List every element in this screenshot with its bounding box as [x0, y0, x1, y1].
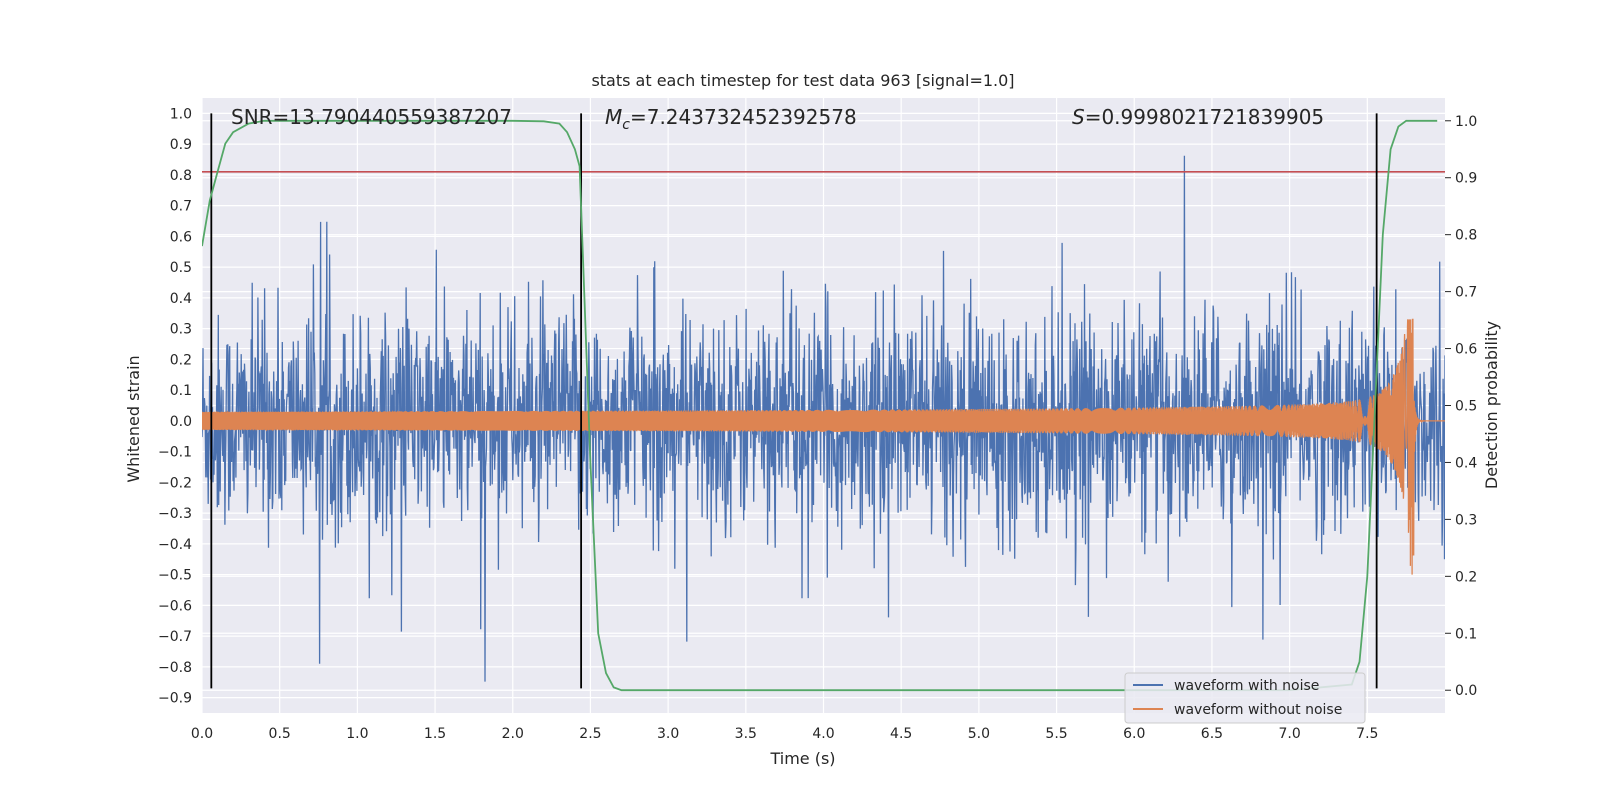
y-left-tick-label: 0.8 [170, 168, 192, 184]
x-tick-label: 7.0 [1278, 726, 1300, 742]
x-axis-label: Time (s) [769, 749, 835, 768]
chirp-mass-value: =7.243732452392578 [630, 105, 857, 129]
x-tick-label: 1.0 [346, 726, 368, 742]
y-left-tick-label: −0.9 [158, 691, 192, 707]
y-right-tick-label: 0.6 [1455, 342, 1477, 358]
series-layer [202, 113, 1445, 692]
x-tick-label: 0.5 [269, 726, 291, 742]
y-right-tick-label: 0.1 [1455, 626, 1477, 642]
series-waveform-without-noise [202, 318, 1445, 575]
chirp-mass-annotation: Mc=7.243732452392578 [605, 105, 857, 133]
y-left-tick-label: 0.0 [170, 414, 192, 430]
y-right-tick-label: 0.4 [1455, 455, 1477, 471]
x-tick-label: 2.0 [502, 726, 524, 742]
y-right-tick-labels: 0.0 0.1 0.2 0.3 0.4 0.5 0.6 0.7 0.8 0.9 1.0 [1445, 114, 1477, 699]
series-detection-probability [202, 119, 1438, 692]
x-tick-label: 3.0 [657, 726, 679, 742]
score-value: =0.9998021721839905 [1085, 105, 1324, 129]
chart-title: stats at each timestep for test data 963… [591, 71, 1014, 90]
x-tick-label: 0.0 [191, 726, 213, 742]
y-left-tick-label: −0.6 [158, 598, 192, 614]
y-axis-label-right: Detection probability [1482, 321, 1501, 489]
x-tick-label: 6.0 [1123, 726, 1145, 742]
x-tick-label: 6.5 [1201, 726, 1223, 742]
y-left-tick-label: −0.1 [158, 445, 192, 461]
legend-box [1124, 672, 1366, 724]
y-left-tick-label: 0.2 [170, 352, 192, 368]
x-tick-label: 1.5 [424, 726, 446, 742]
y-left-tick-labels: −0.9 −0.8 −0.7 −0.6 −0.5 −0.4 −0.3 −0.2 −0.1 0.0 0… [158, 106, 192, 706]
chirp-mass-subscript: c [622, 117, 630, 133]
y-left-tick-label: −0.5 [158, 568, 192, 584]
y-left-tick-label: 0.9 [170, 137, 192, 153]
y-left-tick-label: −0.2 [158, 475, 192, 491]
y-left-tick-label: −0.3 [158, 506, 192, 522]
snr-annotation: SNR=13.790440559387207 [231, 105, 512, 129]
y-left-tick-label: 0.6 [170, 229, 192, 245]
x-tick-label: 3.5 [735, 726, 757, 742]
x-tick-labels: 0.0 0.5 1.0 1.5 2.0 2.5 3.0 3.5 4.0 4.5 5.0 5.5 6.0 6… [191, 726, 1379, 742]
y-right-tick-label: 0.0 [1455, 683, 1477, 699]
x-tick-label: 7.5 [1356, 726, 1378, 742]
y-axis-label-left: Whitened strain [124, 355, 143, 482]
x-tick-label: 5.0 [968, 726, 990, 742]
y-left-tick-label: 0.4 [170, 291, 192, 307]
y-right-tick-label: 0.7 [1455, 285, 1477, 301]
y-left-tick-label: 0.7 [170, 199, 192, 215]
y-left-tick-label: 0.3 [170, 322, 192, 338]
legend-label-noise: waveform with noise [1174, 678, 1319, 694]
chirp-mass-symbol: M [605, 105, 622, 129]
y-left-tick-label: 0.1 [170, 383, 192, 399]
y-right-tick-label: 0.5 [1455, 399, 1477, 415]
y-left-tick-label: −0.4 [158, 537, 192, 553]
legend-label-clean: waveform without noise [1174, 702, 1342, 718]
y-left-tick-label: −0.7 [158, 629, 192, 645]
y-left-tick-label: 0.5 [170, 260, 192, 276]
y-right-tick-label: 0.8 [1455, 228, 1477, 244]
y-right-tick-label: 0.2 [1455, 569, 1477, 585]
y-right-tick-label: 0.3 [1455, 512, 1477, 528]
y-right-tick-label: 1.0 [1455, 114, 1477, 130]
y-left-tick-label: 1.0 [170, 106, 192, 122]
x-tick-label: 4.0 [812, 726, 834, 742]
x-tick-label: 5.5 [1045, 726, 1067, 742]
x-tick-label: 4.5 [890, 726, 912, 742]
score-symbol: S [1072, 105, 1085, 129]
x-tick-label: 2.5 [579, 726, 601, 742]
y-left-tick-label: −0.8 [158, 660, 192, 676]
score-annotation: S=0.9998021721839905 [1072, 105, 1324, 129]
y-right-tick-label: 0.9 [1455, 171, 1477, 187]
legend: waveform with noise waveform without noi… [1124, 672, 1366, 724]
